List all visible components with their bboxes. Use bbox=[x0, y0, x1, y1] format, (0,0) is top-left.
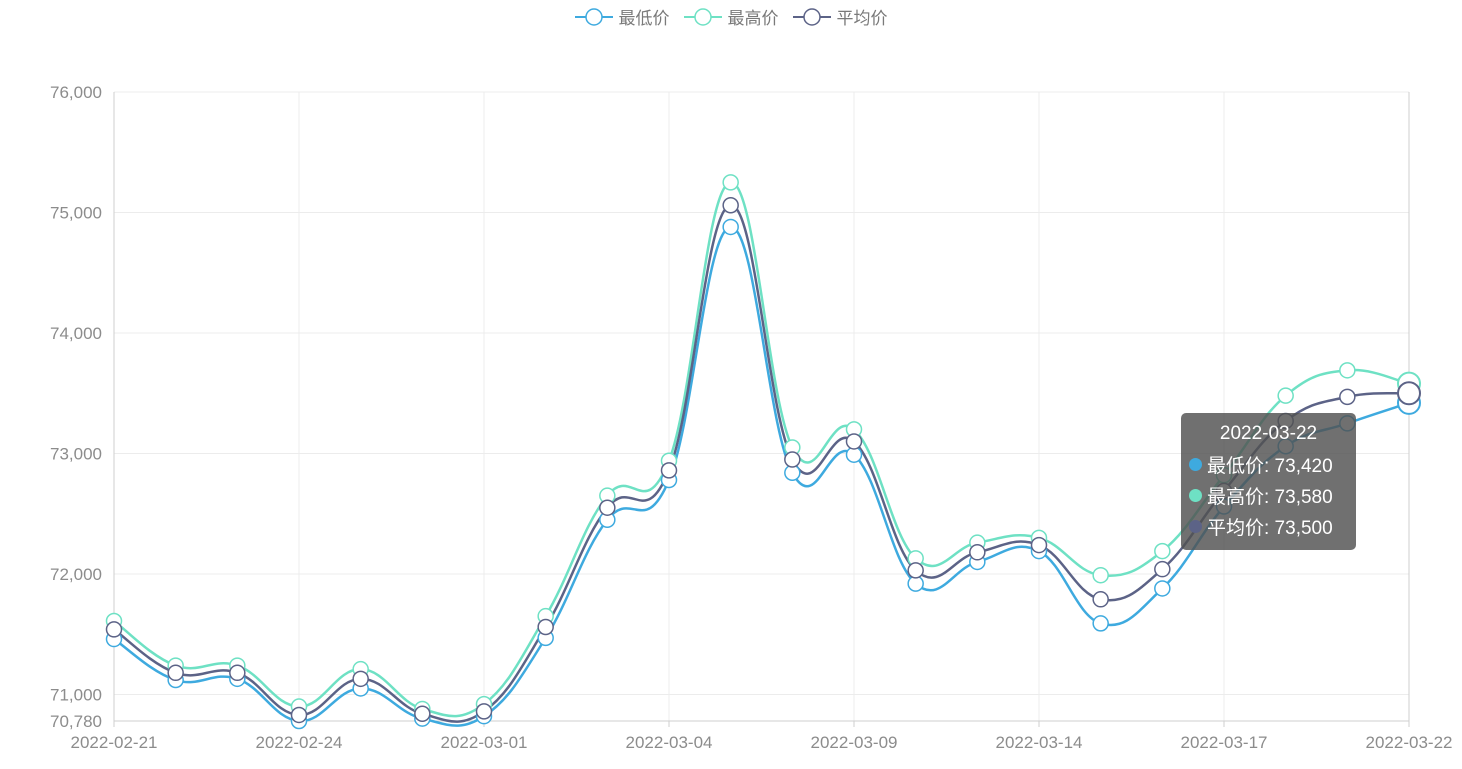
tooltip: 2022-03-22 最低价: 73,420 最高价: 73,580 平均价: … bbox=[1181, 413, 1356, 550]
tooltip-row: 最高价: 73,580 bbox=[1189, 480, 1356, 511]
data-point bbox=[1277, 387, 1294, 404]
data-point bbox=[969, 544, 986, 561]
x-tick-label: 2022-02-21 bbox=[71, 733, 158, 752]
tooltip-dot bbox=[1189, 489, 1202, 502]
x-tick-label: 2022-03-09 bbox=[811, 733, 898, 752]
legend: 最低价 最高价 平均价 bbox=[0, 4, 1462, 29]
data-point bbox=[1154, 580, 1171, 597]
legend-item-min[interactable]: 最低价 bbox=[574, 4, 670, 29]
tooltip-row: 平均价: 73,500 bbox=[1189, 511, 1356, 542]
data-point bbox=[1030, 536, 1048, 554]
data-point bbox=[784, 451, 801, 468]
y-tick-label: 75,000 bbox=[50, 203, 102, 222]
y-tick-label: 74,000 bbox=[50, 324, 102, 343]
legend-item-max[interactable]: 最高价 bbox=[683, 4, 779, 29]
x-tick-label: 2022-03-04 bbox=[626, 733, 713, 752]
tooltip-value: 平均价: 73,500 bbox=[1207, 518, 1333, 539]
axes: 70,780 71,000 72,000 73,000 74,000 75,000 76,0… bbox=[50, 83, 1452, 752]
legend-line-icon bbox=[792, 7, 831, 26]
legend-label: 平均价 bbox=[836, 9, 888, 28]
y-tick-label: 72,000 bbox=[50, 565, 102, 584]
data-point bbox=[352, 670, 369, 688]
data-point bbox=[1339, 388, 1356, 406]
data-point bbox=[105, 621, 123, 638]
y-tick-label: 71,000 bbox=[50, 685, 102, 704]
data-point bbox=[599, 499, 616, 516]
data-point bbox=[475, 703, 493, 720]
data-point bbox=[660, 462, 678, 479]
data-point bbox=[229, 664, 246, 682]
data-point bbox=[1092, 591, 1109, 608]
data-point bbox=[1154, 560, 1171, 578]
data-point bbox=[1092, 615, 1109, 632]
x-tick-label: 2022-03-14 bbox=[996, 733, 1083, 752]
tooltip-value: 最高价: 73,580 bbox=[1207, 487, 1333, 508]
tooltip-dot bbox=[1189, 458, 1202, 471]
data-point bbox=[290, 706, 308, 724]
y-tick-label: 76,000 bbox=[50, 83, 102, 102]
legend-label: 最高价 bbox=[727, 9, 779, 28]
data-point bbox=[722, 197, 739, 214]
legend-item-avg[interactable]: 平均价 bbox=[792, 4, 888, 29]
data-point bbox=[722, 218, 739, 236]
series-group bbox=[105, 174, 1421, 730]
data-point bbox=[845, 433, 863, 450]
data-point bbox=[907, 562, 924, 579]
data-point bbox=[414, 705, 431, 723]
legend-line-icon bbox=[683, 7, 722, 26]
data-point bbox=[722, 174, 739, 191]
y-tick-label: 73,000 bbox=[50, 444, 102, 463]
tooltip-dot bbox=[1189, 520, 1202, 533]
data-point bbox=[167, 664, 184, 682]
x-tick-label: 2022-03-17 bbox=[1181, 733, 1268, 752]
data-point bbox=[1154, 542, 1171, 560]
x-tick-label: 2022-02-24 bbox=[256, 733, 343, 752]
grid bbox=[113, 91, 1410, 721]
x-tick-label: 2022-03-01 bbox=[441, 733, 528, 752]
data-point bbox=[1339, 362, 1356, 379]
tooltip-row: 最低价: 73,420 bbox=[1189, 449, 1356, 480]
data-point bbox=[1397, 381, 1421, 406]
x-tick-label: 2022-03-22 bbox=[1366, 733, 1453, 752]
legend-label: 最低价 bbox=[618, 9, 670, 28]
tooltip-value: 最低价: 73,420 bbox=[1207, 456, 1333, 477]
data-point bbox=[1092, 566, 1109, 584]
data-point bbox=[537, 618, 554, 636]
tooltip-date: 2022-03-22 bbox=[1219, 423, 1318, 444]
y-tick-label: 70,780 bbox=[50, 712, 102, 731]
legend-line-icon bbox=[574, 7, 613, 26]
